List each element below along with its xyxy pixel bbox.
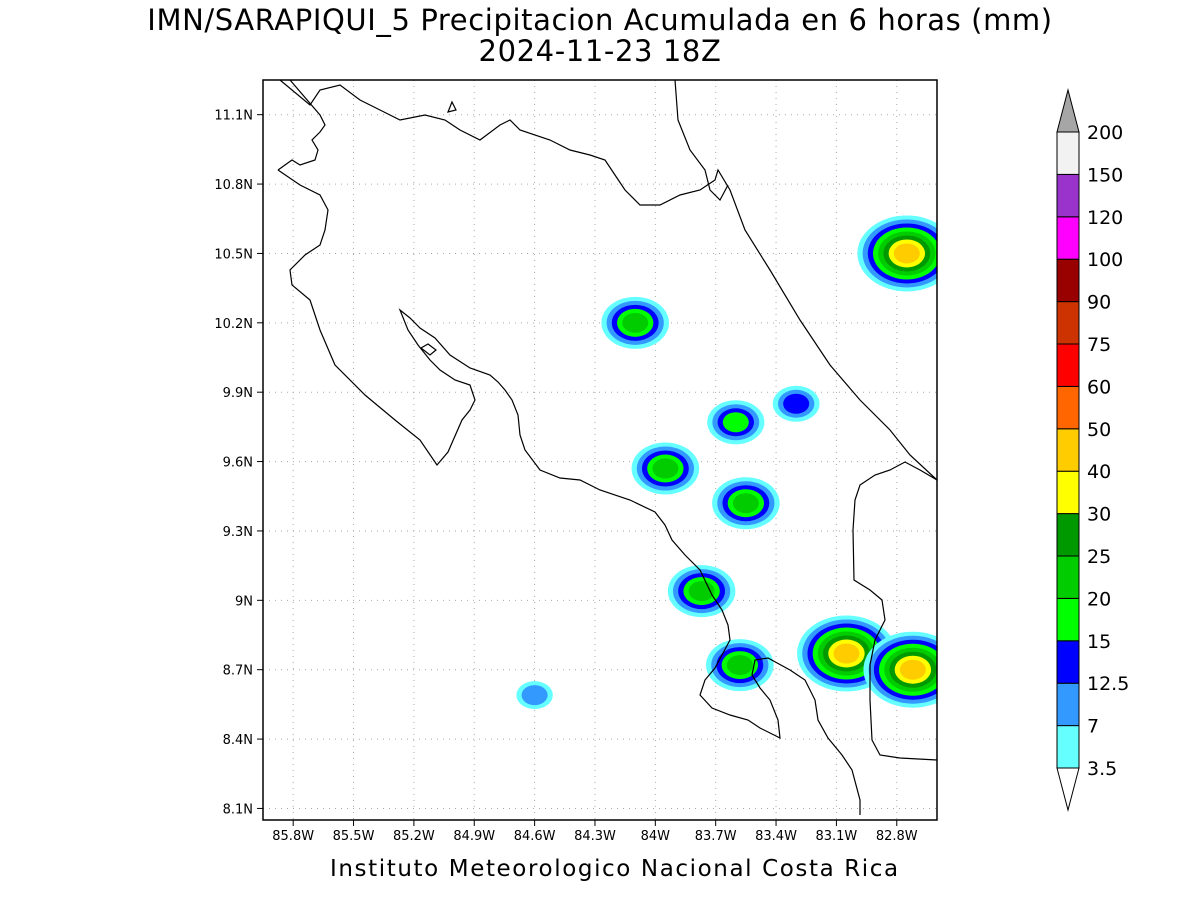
precip-cell [863,631,937,708]
contour-ring [899,659,926,680]
lon-tick-label: 85.8W [272,829,314,844]
map-frame [262,79,938,821]
lon-tick-label: 85.2W [393,829,435,844]
lon-tick-label: 84.9W [453,829,495,844]
footer-credit: Instituto Meteorologico Nacional Costa R… [330,856,900,882]
contour-ring [732,493,759,514]
legend-label: 20 [1087,588,1111,610]
legend-label: 90 [1087,292,1111,314]
pacific-coastline [277,80,861,815]
legend-label: 100 [1087,249,1123,271]
lat-tick-label: 9N [235,594,253,609]
lake-outline [447,100,457,113]
lat-tick-label: 9.3N [223,525,253,540]
legend-swatch [1056,470,1080,515]
nicoya-island [419,343,437,356]
lat-tick-label: 8.7N [223,664,253,679]
lat-tick-label: 10.8N [214,178,253,193]
legend-label: 150 [1087,164,1123,186]
legend-label: 60 [1087,376,1111,398]
legend-under-arrow [1056,767,1080,812]
precip-cell [772,385,820,422]
lon-tick-label: 83.4W [755,829,797,844]
panama-border [852,461,937,761]
lon-tick-label: 84W [641,829,671,844]
lon-tick-label: 84.6W [514,829,556,844]
chart-title: IMN/SARAPIQUI_5 Precipitacion Acumulada … [147,3,1053,37]
legend-swatch [1056,131,1080,175]
legend-label: 75 [1087,334,1111,356]
coastline [277,80,937,815]
legend-label: 120 [1087,207,1123,229]
legend-label: 40 [1087,461,1111,483]
contour-ring [521,685,548,706]
lat-tick-label: 9.6N [223,456,253,471]
lon-tick-label: 84.3W [574,829,616,844]
legend-label: 12.5 [1087,673,1129,695]
lat-tick-label: 11.1N [214,109,253,124]
legend-label: 200 [1087,122,1123,144]
lat-tick-label: 8.4N [223,733,253,748]
legend-swatch [1056,597,1080,642]
lon-axis-labels: 85.8W 85.5W 85.2W 84.9W 84.6W 84.3W 84W 83.7W 83… [272,820,918,844]
lat-tick-label: 10.5N [214,247,253,262]
legend-label: 50 [1087,419,1111,441]
lat-axis-labels: 11.1N 10.8N 10.5N 10.2N 9.9N 9.6N 9.3N 9N 8.7N 8.… [214,109,263,817]
precip-cell [857,215,937,292]
legend-label: 30 [1087,504,1111,526]
legend-label: 7 [1087,716,1099,738]
legend-swatch [1056,513,1080,557]
lat-tick-label: 9.9N [223,386,253,401]
legend-swatch [1056,216,1080,260]
contour-ring [893,243,920,264]
lat-tick-label: 10.2N [214,317,253,332]
legend-label: 15 [1087,631,1111,653]
lon-tick-label: 83.1W [815,829,857,844]
lon-tick-label: 83.7W [695,829,737,844]
legend-swatch [1056,428,1080,472]
contour-ring [726,655,753,676]
legend-swatch [1056,385,1080,430]
grid-lines [263,80,937,820]
precipitation-cells [516,215,937,710]
legend-swatch [1056,682,1080,727]
legend-swatch [1056,725,1080,769]
contour-ring [722,412,749,433]
legend-swatch [1056,258,1080,303]
precip-cell [516,681,553,710]
color-legend: 3.5 7 12.5 15 20 25 30 40 50 60 75 90 100 120 150 200 [1056,88,1129,812]
contour-ring [622,312,649,333]
lon-tick-label: 85.5W [333,829,375,844]
precip-cell [707,400,765,445]
legend-swatch [1056,301,1080,345]
precip-cell [601,296,670,349]
precip-cell [631,442,700,495]
nicaragua-border [674,80,729,201]
legend-swatch [1056,343,1080,387]
legend-swatch [1056,640,1080,684]
chart-subtitle: 2024-11-23 18Z [478,34,722,68]
legend-swatch [1056,555,1080,599]
contour-ring [833,643,860,664]
caribbean-coastline [279,80,937,481]
legend-swatch [1056,173,1080,218]
legend-over-arrow [1056,88,1080,133]
legend-label: 25 [1087,546,1111,568]
lon-tick-label: 82.8W [876,829,918,844]
contour-ring [652,458,679,479]
precip-cell [712,477,780,530]
contour-ring [783,393,810,414]
lat-tick-label: 8.1N [223,802,253,817]
legend-label: 3.5 [1087,758,1117,780]
